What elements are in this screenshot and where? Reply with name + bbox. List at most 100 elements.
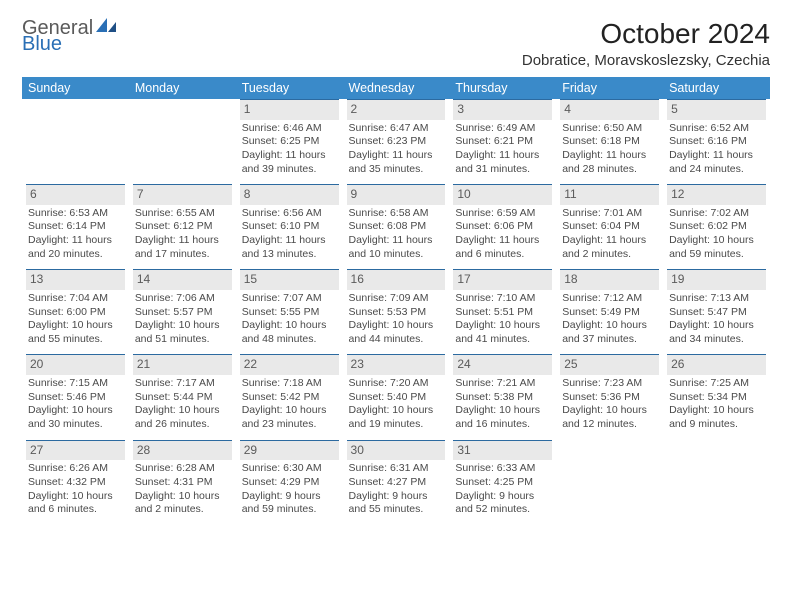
daylight-text: Daylight: 10 hours bbox=[133, 490, 232, 504]
day-cell bbox=[129, 99, 236, 184]
sunset-text: Sunset: 5:44 PM bbox=[133, 391, 232, 405]
daylight-text: Daylight: 10 hours bbox=[133, 404, 232, 418]
sunrise-text: Sunrise: 6:53 AM bbox=[26, 207, 125, 221]
day-cell: 10Sunrise: 6:59 AMSunset: 6:06 PMDayligh… bbox=[449, 184, 556, 269]
header: General Blue October 2024 Dobratice, Mor… bbox=[22, 18, 770, 69]
daylight-text: Daylight: 10 hours bbox=[133, 319, 232, 333]
dow-header: Thursday bbox=[449, 77, 556, 99]
day-number: 20 bbox=[26, 354, 125, 375]
sunset-text: Sunset: 5:38 PM bbox=[453, 391, 552, 405]
daylight-text: and 19 minutes. bbox=[347, 418, 446, 432]
sunset-text: Sunset: 6:06 PM bbox=[453, 220, 552, 234]
sunset-text: Sunset: 6:08 PM bbox=[347, 220, 446, 234]
day-number: 9 bbox=[347, 184, 446, 205]
daylight-text: Daylight: 10 hours bbox=[453, 404, 552, 418]
sunset-text: Sunset: 6:25 PM bbox=[240, 135, 339, 149]
sunset-text: Sunset: 5:34 PM bbox=[667, 391, 766, 405]
daylight-text: and 55 minutes. bbox=[26, 333, 125, 347]
sunrise-text: Sunrise: 7:21 AM bbox=[453, 377, 552, 391]
day-number: 19 bbox=[667, 269, 766, 290]
daylight-text: and 55 minutes. bbox=[347, 503, 446, 517]
daylight-text: Daylight: 11 hours bbox=[26, 234, 125, 248]
daylight-text: and 12 minutes. bbox=[560, 418, 659, 432]
sunrise-text: Sunrise: 7:25 AM bbox=[667, 377, 766, 391]
day-number: 23 bbox=[347, 354, 446, 375]
sunset-text: Sunset: 6:02 PM bbox=[667, 220, 766, 234]
dow-header: Saturday bbox=[663, 77, 770, 99]
day-cell: 13Sunrise: 7:04 AMSunset: 6:00 PMDayligh… bbox=[22, 269, 129, 354]
daylight-text: and 13 minutes. bbox=[240, 248, 339, 262]
sunrise-text: Sunrise: 7:15 AM bbox=[26, 377, 125, 391]
dow-header: Tuesday bbox=[236, 77, 343, 99]
sunrise-text: Sunrise: 7:10 AM bbox=[453, 292, 552, 306]
daylight-text: Daylight: 10 hours bbox=[347, 319, 446, 333]
daylight-text: Daylight: 11 hours bbox=[347, 234, 446, 248]
sunrise-text: Sunrise: 6:49 AM bbox=[453, 122, 552, 136]
sunset-text: Sunset: 4:32 PM bbox=[26, 476, 125, 490]
sunrise-text: Sunrise: 6:30 AM bbox=[240, 462, 339, 476]
day-cell: 5Sunrise: 6:52 AMSunset: 6:16 PMDaylight… bbox=[663, 99, 770, 184]
day-number: 31 bbox=[453, 440, 552, 461]
sunset-text: Sunset: 6:04 PM bbox=[560, 220, 659, 234]
daylight-text: and 2 minutes. bbox=[133, 503, 232, 517]
daylight-text: Daylight: 10 hours bbox=[26, 404, 125, 418]
day-cell: 26Sunrise: 7:25 AMSunset: 5:34 PMDayligh… bbox=[663, 354, 770, 439]
sunset-text: Sunset: 5:47 PM bbox=[667, 306, 766, 320]
day-cell: 27Sunrise: 6:26 AMSunset: 4:32 PMDayligh… bbox=[22, 440, 129, 525]
day-cell: 31Sunrise: 6:33 AMSunset: 4:25 PMDayligh… bbox=[449, 440, 556, 525]
daylight-text: and 28 minutes. bbox=[560, 163, 659, 177]
daylight-text: Daylight: 10 hours bbox=[667, 234, 766, 248]
daylight-text: and 48 minutes. bbox=[240, 333, 339, 347]
day-cell: 20Sunrise: 7:15 AMSunset: 5:46 PMDayligh… bbox=[22, 354, 129, 439]
dow-header: Monday bbox=[129, 77, 236, 99]
week-row: 27Sunrise: 6:26 AMSunset: 4:32 PM Dayligh… bbox=[22, 440, 770, 525]
day-number: 27 bbox=[26, 440, 125, 461]
sunrise-text: Sunrise: 7:01 AM bbox=[560, 207, 659, 221]
day-number: 26 bbox=[667, 354, 766, 375]
sunset-text: Sunset: 6:00 PM bbox=[26, 306, 125, 320]
day-cell: 28Sunrise: 6:28 AMSunset: 4:31 PMDayligh… bbox=[129, 440, 236, 525]
location-subtitle: Dobratice, Moravskoslezsky, Czechia bbox=[522, 52, 770, 69]
day-number: 5 bbox=[667, 99, 766, 120]
daylight-text: and 2 minutes. bbox=[560, 248, 659, 262]
sunrise-text: Sunrise: 7:06 AM bbox=[133, 292, 232, 306]
day-number: 28 bbox=[133, 440, 232, 461]
daylight-text: and 59 minutes. bbox=[667, 248, 766, 262]
day-number: 30 bbox=[347, 440, 446, 461]
calendar-body: 1Sunrise: 6:46 AMSunset: 6:25 PMDaylight… bbox=[22, 99, 770, 525]
day-number: 8 bbox=[240, 184, 339, 205]
day-number: 4 bbox=[560, 99, 659, 120]
dow-header: Friday bbox=[556, 77, 663, 99]
calendar-page: General Blue October 2024 Dobratice, Mor… bbox=[0, 0, 792, 612]
sunrise-text: Sunrise: 7:17 AM bbox=[133, 377, 232, 391]
sunset-text: Sunset: 5:40 PM bbox=[347, 391, 446, 405]
title-block: October 2024 Dobratice, Moravskoslezsky,… bbox=[522, 18, 770, 69]
day-number: 2 bbox=[347, 99, 446, 120]
sunset-text: Sunset: 6:23 PM bbox=[347, 135, 446, 149]
sunrise-text: Sunrise: 6:33 AM bbox=[453, 462, 552, 476]
day-cell: 21Sunrise: 7:17 AMSunset: 5:44 PMDayligh… bbox=[129, 354, 236, 439]
daylight-text: Daylight: 11 hours bbox=[453, 149, 552, 163]
daylight-text: and 9 minutes. bbox=[667, 418, 766, 432]
daylight-text: Daylight: 11 hours bbox=[133, 234, 232, 248]
sunrise-text: Sunrise: 6:58 AM bbox=[347, 207, 446, 221]
day-cell: 3Sunrise: 6:49 AMSunset: 6:21 PMDaylight… bbox=[449, 99, 556, 184]
day-cell: 15Sunrise: 7:07 AMSunset: 5:55 PMDayligh… bbox=[236, 269, 343, 354]
day-cell: 22Sunrise: 7:18 AMSunset: 5:42 PMDayligh… bbox=[236, 354, 343, 439]
day-cell: 18Sunrise: 7:12 AMSunset: 5:49 PMDayligh… bbox=[556, 269, 663, 354]
day-number: 25 bbox=[560, 354, 659, 375]
day-cell: 6Sunrise: 6:53 AMSunset: 6:14 PMDaylight… bbox=[22, 184, 129, 269]
sunrise-text: Sunrise: 6:31 AM bbox=[347, 462, 446, 476]
sunrise-text: Sunrise: 6:26 AM bbox=[26, 462, 125, 476]
daylight-text: and 17 minutes. bbox=[133, 248, 232, 262]
day-cell: 11Sunrise: 7:01 AMSunset: 6:04 PMDayligh… bbox=[556, 184, 663, 269]
sunrise-text: Sunrise: 6:28 AM bbox=[133, 462, 232, 476]
daylight-text: and 37 minutes. bbox=[560, 333, 659, 347]
sunset-text: Sunset: 5:49 PM bbox=[560, 306, 659, 320]
day-cell bbox=[556, 440, 663, 525]
daylight-text: and 59 minutes. bbox=[240, 503, 339, 517]
daylight-text: Daylight: 10 hours bbox=[667, 319, 766, 333]
daylight-text: Daylight: 11 hours bbox=[560, 234, 659, 248]
daylight-text: Daylight: 10 hours bbox=[26, 319, 125, 333]
daylight-text: Daylight: 11 hours bbox=[347, 149, 446, 163]
